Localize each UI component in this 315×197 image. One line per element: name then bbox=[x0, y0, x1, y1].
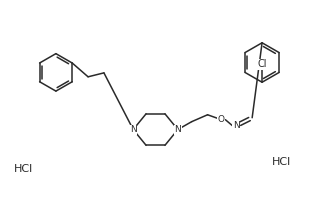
Text: Cl: Cl bbox=[257, 59, 267, 70]
Text: N: N bbox=[233, 121, 240, 130]
Text: HCl: HCl bbox=[14, 164, 33, 174]
Text: HCl: HCl bbox=[272, 157, 291, 167]
Text: O: O bbox=[218, 115, 225, 124]
Text: N: N bbox=[175, 125, 181, 134]
Text: N: N bbox=[130, 125, 137, 134]
